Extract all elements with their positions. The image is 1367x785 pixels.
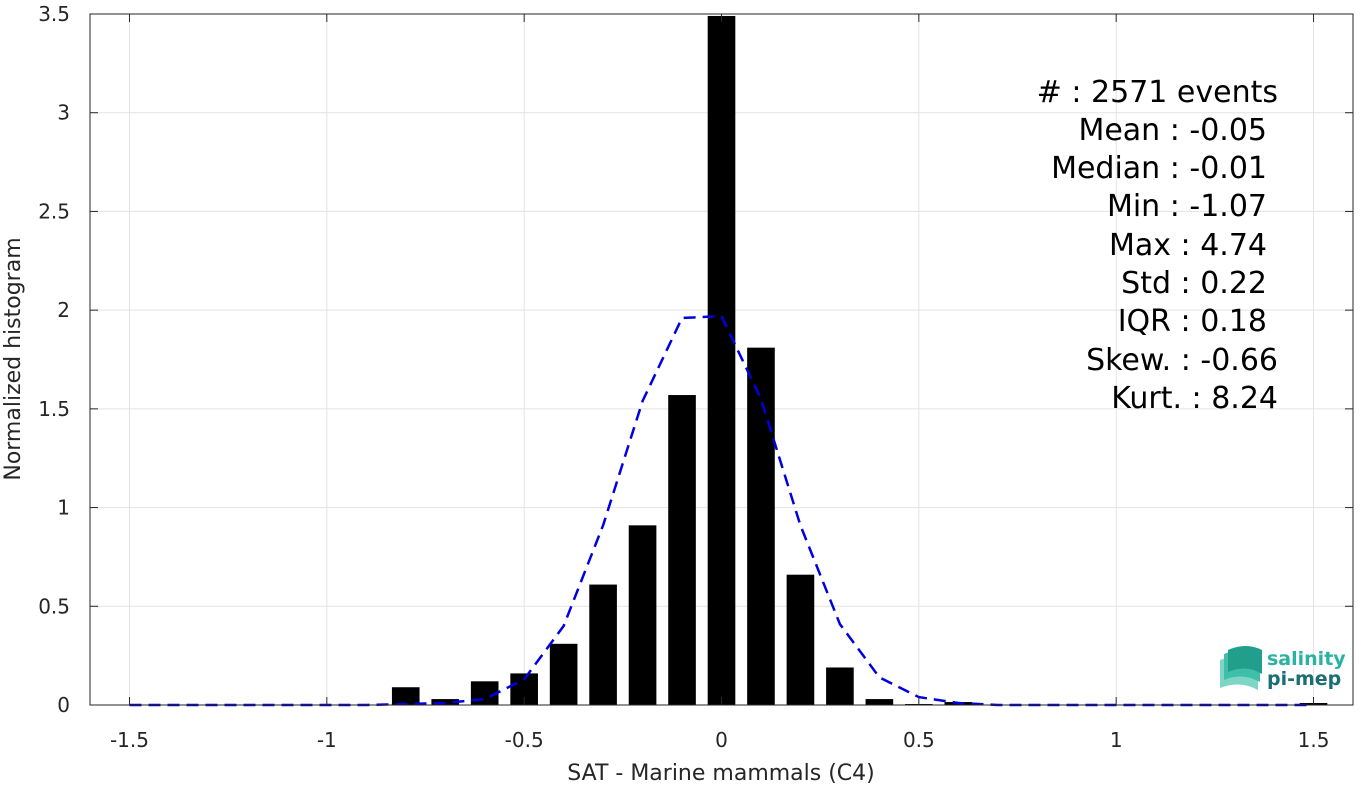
stats-std: Std : 0.22 xyxy=(1121,266,1267,301)
statistics-box: # : 2571 events Mean : -0.05 Median : -0… xyxy=(1037,75,1278,416)
histogram-bar xyxy=(628,525,657,705)
x-tick-label: 1 xyxy=(1110,728,1123,752)
x-tick-labels: -1.5 -1 -0.5 0 0.5 1 1.5 xyxy=(110,728,1329,752)
y-tick-labels: 0 0.5 1 1.5 2 2.5 3 3.5 xyxy=(38,2,70,717)
y-tick-label: 2.5 xyxy=(38,199,70,223)
y-tick-label: 2 xyxy=(57,298,70,322)
wave-stack-icon xyxy=(1220,646,1262,690)
axis-ticks xyxy=(90,13,1353,706)
stats-min: Min : -1.07 xyxy=(1107,189,1267,224)
histogram-bar xyxy=(826,667,854,705)
stats-count: # : 2571 events xyxy=(1037,75,1278,110)
salinity-pi-mep-logo: salinity pi-mep xyxy=(1220,646,1346,690)
stats-skew: Skew. : -0.66 xyxy=(1086,343,1278,378)
x-tick-label: -1 xyxy=(317,728,337,752)
y-tick-label: 3.5 xyxy=(38,2,70,26)
stats-median: Median : -0.01 xyxy=(1051,151,1267,186)
x-tick-label: 0.5 xyxy=(903,728,935,752)
stats-max: Max : 4.74 xyxy=(1109,228,1267,263)
stats-iqr: IQR : 0.18 xyxy=(1118,304,1267,339)
x-tick-label: -0.5 xyxy=(505,728,544,752)
histogram-bar xyxy=(549,643,578,705)
normal-fit-curve xyxy=(129,314,1314,707)
histogram-bar xyxy=(668,395,696,705)
histogram-bar xyxy=(786,574,815,705)
y-tick-label: 0.5 xyxy=(38,594,70,618)
y-tick-label: 0 xyxy=(57,693,70,717)
y-axis-label: Normalized histogram xyxy=(1,237,26,480)
y-tick-label: 1 xyxy=(57,496,70,520)
x-tick-label: 0 xyxy=(715,728,728,752)
histogram-bar xyxy=(589,584,617,705)
histogram-bar xyxy=(707,15,736,705)
y-tick-label: 1.5 xyxy=(38,397,70,421)
histogram-bar xyxy=(747,347,775,705)
histogram-bar xyxy=(865,699,894,705)
x-axis-label: SAT - Marine mammals (C4) xyxy=(567,761,875,785)
logo-line2: pi-mep xyxy=(1267,668,1341,690)
logo-line1: salinity xyxy=(1267,648,1346,670)
stats-kurt: Kurt. : 8.24 xyxy=(1111,381,1278,416)
stats-mean: Mean : -0.05 xyxy=(1078,113,1267,148)
histogram-bar xyxy=(391,687,420,705)
y-tick-label: 3 xyxy=(57,101,70,125)
x-tick-label: 1.5 xyxy=(1298,728,1330,752)
x-tick-label: -1.5 xyxy=(110,728,149,752)
